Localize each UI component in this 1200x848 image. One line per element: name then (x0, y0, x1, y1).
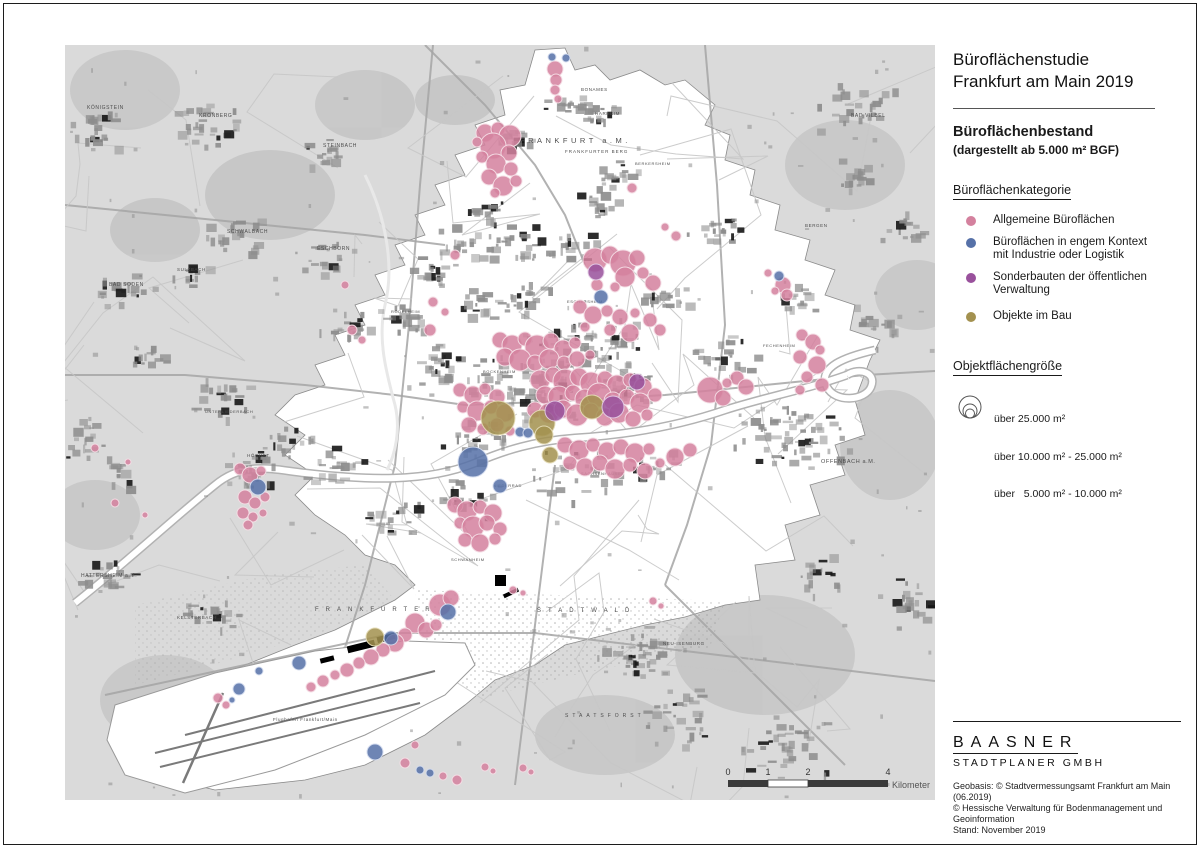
svg-text:RÖDELHEIM: RÖDELHEIM (391, 309, 420, 314)
svg-text:SCHWALBACH: SCHWALBACH (227, 229, 268, 235)
svg-text:HARHEIM: HARHEIM (595, 111, 620, 116)
svg-text:Flughafen Frankfurt/Main: Flughafen Frankfurt/Main (273, 717, 338, 722)
size-legend-heading: Objektflächengröße (953, 359, 1063, 376)
stadtwald-texture (415, 590, 725, 697)
svg-text:BAD SODEN: BAD SODEN (109, 282, 144, 288)
category-dot-blue (966, 238, 976, 248)
office-object-circles (90, 52, 830, 786)
subject-heading: Büroflächenbestand (953, 124, 1094, 140)
firm-name: BAASNER (953, 734, 1079, 754)
category-dot-purple (966, 273, 976, 283)
svg-text:STADTWALD: STADTWALD (537, 608, 636, 614)
divider (953, 721, 1181, 722)
airport (106, 575, 520, 794)
svg-text:HÖCHST: HÖCHST (247, 452, 270, 458)
svg-text:2: 2 (805, 767, 810, 777)
legend-item-industrie: Büroflächen in engem Kontext mit Industr… (953, 236, 1192, 262)
legend-item-allgemein: Allgemeine Büroflächen (953, 214, 1192, 227)
svg-text:FRANKFURTER BERG: FRANKFURTER BERG (565, 149, 628, 154)
legend-item-bau: Objekte im Bau (953, 310, 1192, 323)
svg-text:SACHSENHAUSEN: SACHSENHAUSEN (581, 471, 625, 476)
west-fields-texture (135, 565, 395, 685)
category-legend-heading: Büroflächenkategorie (953, 183, 1072, 200)
svg-text:FECHENHEIM: FECHENHEIM (763, 343, 795, 348)
svg-text:KELSTERBACH: KELSTERBACH (177, 615, 217, 620)
svg-text:4: 4 (885, 767, 890, 777)
svg-text:0: 0 (725, 767, 730, 777)
category-dot-pink (966, 216, 976, 226)
legend-panel: Büroflächenstudie Frankfurt am Main 2019… (940, 45, 1192, 835)
svg-text:KRONBERG: KRONBERG (199, 113, 232, 119)
svg-text:BERKERSHEIM: BERKERSHEIM (635, 161, 671, 166)
river-nidda (363, 174, 399, 471)
map-credits: Geobasis: © Stadtvermessungsamt Frankfur… (953, 781, 1171, 835)
svg-text:1: 1 (765, 767, 770, 777)
city-map: FRANKFURT a.M. FRANKFURTER BERG KÖNIGSTEIN… (65, 45, 935, 800)
firm-subname: STADTPLANER GMBH (953, 757, 1105, 769)
svg-text:NEU-ISENBURG: NEU-ISENBURG (663, 641, 705, 646)
svg-text:STEINBACH: STEINBACH (323, 143, 357, 149)
svg-text:BAD VILBEL: BAD VILBEL (851, 113, 886, 119)
svg-text:UNTERLIEDERBACH: UNTERLIEDERBACH (205, 409, 253, 414)
svg-text:SULZBACH: SULZBACH (177, 267, 206, 272)
nested-circles-icon (958, 395, 982, 419)
size-legend-labels: über 25.000 m² über 10.000 m² - 25.000 m… (994, 413, 1122, 500)
map-place-labels: FRANKFURT a.M. FRANKFURTER BERG KÖNIGSTEIN… (81, 87, 886, 722)
svg-text:SCHWANHEIM: SCHWANHEIM (451, 557, 485, 562)
svg-text:HATTERSHEIM a.M.: HATTERSHEIM a.M. (81, 573, 137, 579)
runway-west (181, 692, 225, 784)
svg-text:KÖNIGSTEIN: KÖNIGSTEIN (87, 104, 124, 111)
urban-texture (66, 46, 935, 799)
legend-item-sonderbauten: Sonderbauten der öffentlichen Verwaltung (953, 271, 1192, 297)
svg-text:ESCHBORN: ESCHBORN (317, 246, 350, 252)
svg-text:OFFENBACH a.M.: OFFENBACH a.M. (821, 459, 876, 465)
svg-text:Kilometer: Kilometer (892, 780, 930, 790)
svg-text:BERGEN: BERGEN (805, 223, 828, 228)
size-legend: über 25.000 m² über 10.000 m² - 25.000 m… (953, 388, 1192, 526)
svg-text:STAATSFORST: STAATSFORST (565, 713, 645, 719)
svg-text:BOCKENHEIM: BOCKENHEIM (483, 369, 516, 374)
page-title: Büroflächenstudie Frankfurt am Main 2019 (953, 50, 1134, 91)
subject-subheading: (dargestellt ab 5.000 m² BGF) (953, 143, 1120, 157)
category-legend: Allgemeine Büroflächen Büroflächen in en… (953, 214, 1192, 323)
firm-logo-block: BAASNER STADTPLANER GMBH Geobasis: © Sta… (953, 721, 1188, 836)
category-dot-olive (966, 312, 976, 322)
svg-text:FRANKFURT a.M.: FRANKFURT a.M. (520, 136, 631, 145)
svg-text:FRANKFURTER: FRANKFURTER (315, 607, 437, 613)
map-canvas: FRANKFURT a.M. FRANKFURTER BERG KÖNIGSTEIN… (65, 45, 935, 800)
svg-text:BONAMES: BONAMES (581, 87, 608, 92)
divider (953, 108, 1155, 109)
